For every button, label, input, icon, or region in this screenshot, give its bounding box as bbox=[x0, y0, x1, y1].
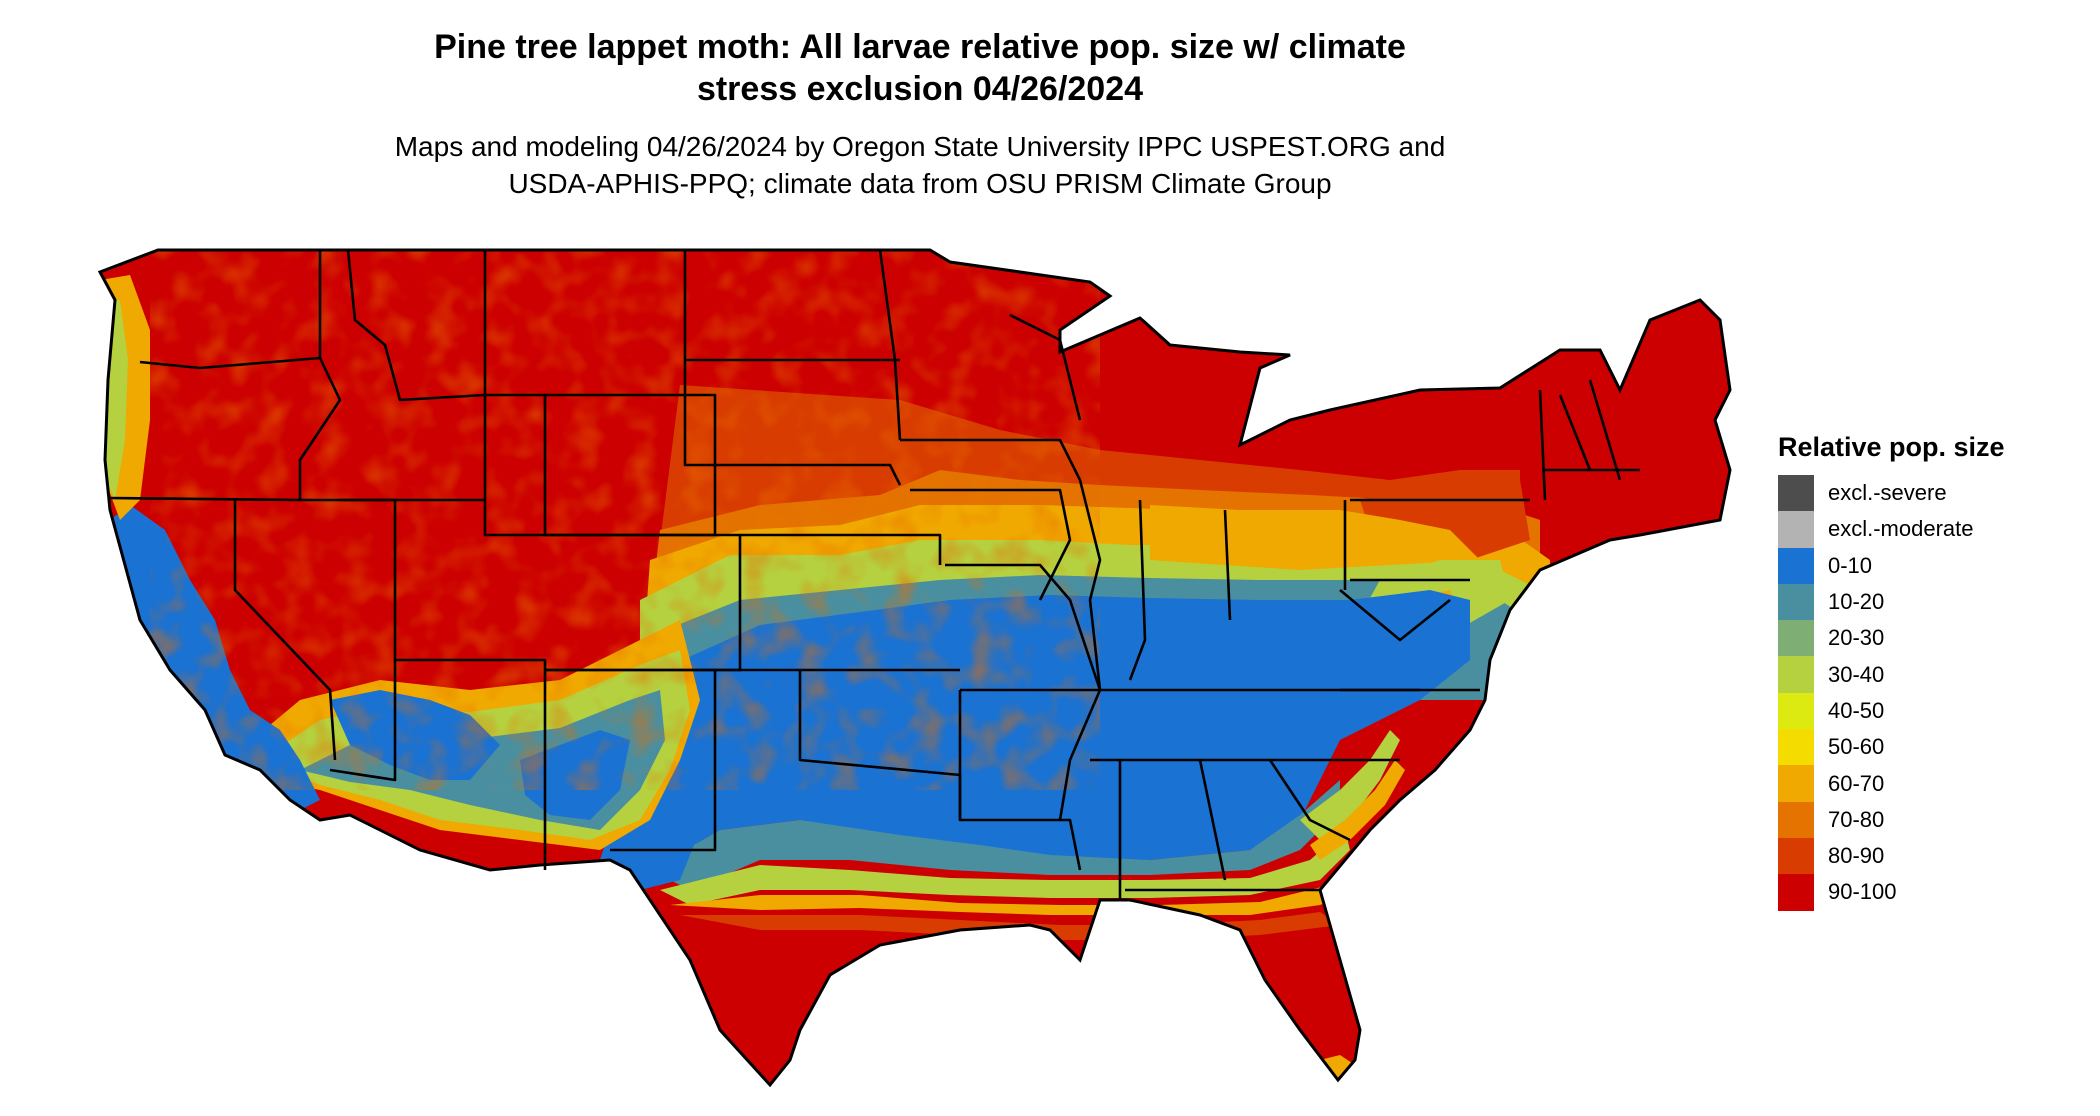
legend-swatch bbox=[1778, 837, 1814, 875]
legend-label: 0-10 bbox=[1828, 552, 1873, 578]
border-new-england bbox=[1538, 379, 1640, 501]
state-boundaries bbox=[107, 249, 1640, 900]
legend-item: excl.-moderate bbox=[1778, 511, 2005, 548]
legend-item: 0-10 bbox=[1778, 547, 2005, 584]
legend-label: 20-30 bbox=[1828, 625, 1885, 651]
map-subtitle-line1: Maps and modeling 04/26/2024 by Oregon S… bbox=[394, 131, 1446, 162]
border-ar-la bbox=[958, 690, 1082, 871]
border-nm-tx bbox=[545, 668, 717, 852]
legend-label: 90-100 bbox=[1828, 879, 1897, 905]
legend-swatch bbox=[1778, 692, 1814, 730]
border-sd-ne bbox=[683, 360, 902, 486]
border-id-mt bbox=[346, 249, 486, 402]
border-wa-or bbox=[139, 356, 321, 370]
legend-label: 80-90 bbox=[1828, 843, 1885, 869]
legend-swatch bbox=[1778, 583, 1814, 621]
border-mo-ar bbox=[945, 563, 1102, 692]
zone-30-40-gulf bbox=[660, 830, 1350, 905]
legend-items: excl.-severe excl.-moderate 0-10 10-20 20-30… bbox=[1778, 475, 2005, 911]
legend-swatch bbox=[1778, 620, 1814, 657]
border-ut-az bbox=[329, 660, 397, 782]
zone-60-70-ohio bbox=[1150, 505, 1480, 570]
legend-title: Relative pop. size bbox=[1778, 432, 2005, 462]
border-or-south bbox=[107, 496, 301, 502]
legend-item: excl.-severe bbox=[1778, 475, 2005, 512]
legend-swatch bbox=[1778, 547, 1814, 584]
population-raster bbox=[100, 250, 1730, 1085]
border-mn-ia bbox=[900, 438, 1082, 481]
legend-swatch bbox=[1778, 475, 1814, 512]
legend-swatch bbox=[1778, 765, 1814, 802]
zone-60-70-eastcoast bbox=[1310, 760, 1405, 860]
legend-label: 30-40 bbox=[1828, 661, 1885, 687]
legend-label: 60-70 bbox=[1828, 770, 1885, 796]
legend-item: 70-80 bbox=[1778, 801, 2005, 838]
legend-item: 40-50 bbox=[1778, 692, 2005, 730]
legend-label: 10-20 bbox=[1828, 589, 1885, 615]
legend-swatch bbox=[1778, 874, 1814, 911]
legend-label: excl.-severe bbox=[1828, 480, 1947, 506]
border-az-nm bbox=[395, 658, 547, 870]
legend-swatch bbox=[1778, 511, 1814, 548]
zone-60-70-gulf bbox=[670, 870, 1358, 915]
border-ne-ks bbox=[740, 533, 942, 565]
us-outline bbox=[97, 248, 1732, 1088]
legend-item: 90-100 bbox=[1778, 874, 2005, 911]
map-subtitle-line2: USDA-APHIS-PPQ; climate data from OSU PR… bbox=[508, 168, 1332, 199]
legend-swatch bbox=[1778, 656, 1814, 693]
legend-item: 20-30 bbox=[1778, 620, 2005, 657]
zone-10-20-gulf bbox=[650, 780, 1340, 890]
border-in-oh bbox=[1223, 509, 1232, 621]
terrain-texture bbox=[150, 250, 1100, 790]
legend-item: 50-60 bbox=[1778, 729, 2005, 766]
border-nd-mn bbox=[878, 249, 902, 441]
border-ga-sc bbox=[1268, 759, 1351, 842]
border-ms-river bbox=[1058, 479, 1102, 821]
legend-label: 70-80 bbox=[1828, 806, 1885, 832]
border-id-west bbox=[298, 250, 342, 500]
border-wi-mi bbox=[1009, 313, 1082, 421]
border-ut-east bbox=[483, 395, 545, 537]
legend: Relative pop. size excl.-severe excl.-mod… bbox=[1778, 432, 2005, 911]
legend-item: 80-90 bbox=[1778, 837, 2005, 875]
border-il-in bbox=[1128, 499, 1147, 681]
legend-swatch bbox=[1778, 729, 1814, 766]
legend-item: 10-20 bbox=[1778, 583, 2005, 621]
legend-item: 30-40 bbox=[1778, 656, 2005, 693]
border-nv-west bbox=[233, 500, 337, 761]
legend-item: 60-70 bbox=[1778, 765, 2005, 802]
map-subtitle: Maps and modeling 04/26/2024 by Oregon S… bbox=[0, 128, 1840, 202]
legend-label: 40-50 bbox=[1828, 697, 1885, 723]
border-ia-mo bbox=[910, 488, 1072, 601]
border-wv-va bbox=[1339, 589, 1451, 642]
border-al-ga bbox=[1198, 759, 1227, 881]
map-title-line2: stress exclusion 04/26/2024 bbox=[696, 70, 1144, 108]
zone-30-40-eastcoast bbox=[1300, 730, 1400, 840]
legend-swatch bbox=[1778, 801, 1814, 838]
legend-label: 50-60 bbox=[1828, 734, 1885, 760]
map-title-line1: Pine tree lappet moth: All larvae relati… bbox=[434, 28, 1406, 66]
map-title: Pine tree lappet moth: All larvae relati… bbox=[0, 26, 1840, 110]
legend-label: excl.-moderate bbox=[1828, 516, 1974, 542]
